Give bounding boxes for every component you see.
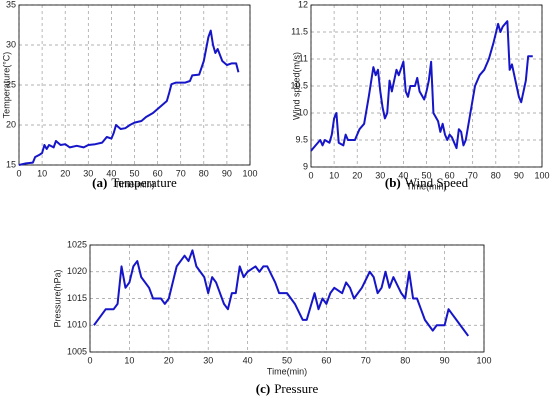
- caption-text: Wind Speed: [405, 175, 469, 190]
- y-tick-label: 30: [6, 39, 16, 49]
- caption: (c) Pressure: [256, 381, 319, 396]
- x-tick-label: 30: [83, 168, 93, 178]
- x-axis-label: Time(min): [114, 179, 154, 189]
- x-tick-label: 20: [352, 170, 362, 180]
- caption-text: Pressure: [274, 381, 318, 396]
- y-axis-label: Temperature(°C): [1, 52, 11, 119]
- x-tick-label: 40: [398, 170, 408, 180]
- caption: (a) Temperature: [92, 175, 177, 190]
- caption-label: (a): [92, 175, 107, 190]
- x-tick-label: 70: [176, 168, 186, 178]
- y-tick-label: 1020: [67, 266, 87, 276]
- x-tick-label: 90: [514, 170, 524, 180]
- x-tick-label: 50: [421, 170, 431, 180]
- plot-frame: [89, 244, 485, 353]
- x-tick-label: 80: [491, 170, 501, 180]
- caption-label: (c): [256, 381, 270, 396]
- caption-label: (b): [385, 175, 401, 190]
- data-line: [310, 20, 533, 152]
- data-line: [18, 29, 240, 166]
- x-tick-label: 60: [321, 355, 331, 365]
- y-tick-label: 10.5: [290, 80, 308, 90]
- y-tick-label: 15: [6, 159, 16, 169]
- x-tick-label: 40: [106, 168, 116, 178]
- y-tick-label: 11.5: [291, 26, 308, 36]
- data-line: [93, 249, 470, 337]
- x-tick-label: 10: [37, 168, 47, 178]
- y-tick-label: 1015: [67, 293, 87, 303]
- x-axis-label: Time(min): [267, 366, 307, 376]
- caption: (b) Wind Speed: [385, 175, 469, 190]
- x-tick-label: 90: [440, 355, 450, 365]
- x-axis-label: Time(min): [406, 181, 446, 191]
- y-tick-label: 25: [6, 79, 16, 89]
- y-tick-label: 9: [303, 161, 308, 171]
- plot-frame: [310, 4, 543, 168]
- x-tick-label: 50: [282, 355, 292, 365]
- x-tick-label: 20: [164, 355, 174, 365]
- x-tick-label: 0: [16, 168, 21, 178]
- x-tick-label: 60: [445, 170, 455, 180]
- x-tick-label: 80: [400, 355, 410, 365]
- x-tick-label: 50: [129, 168, 139, 178]
- x-tick-label: 20: [60, 168, 70, 178]
- x-tick-label: 100: [242, 168, 257, 178]
- x-tick-label: 80: [199, 168, 209, 178]
- y-tick-label: 1025: [67, 239, 87, 249]
- x-tick-label: 10: [329, 170, 339, 180]
- y-axis-label: Wind speed(m/s): [291, 52, 301, 120]
- x-tick-label: 10: [124, 355, 134, 365]
- x-tick-label: 100: [534, 170, 549, 180]
- y-tick-label: 12: [298, 0, 308, 9]
- x-tick-label: 30: [203, 355, 213, 365]
- y-tick-label: 1010: [67, 320, 87, 330]
- y-tick-label: 11: [299, 53, 308, 63]
- x-tick-label: 40: [243, 355, 253, 365]
- plot-frame: [18, 4, 251, 166]
- x-tick-label: 30: [375, 170, 385, 180]
- y-axis-label: Pressure(hPa): [52, 269, 62, 327]
- caption-text: Temperature: [111, 175, 177, 190]
- y-tick-label: 1005: [67, 346, 87, 356]
- x-tick-label: 70: [361, 355, 371, 365]
- y-tick-label: 10: [298, 107, 308, 117]
- x-tick-label: 90: [222, 168, 232, 178]
- y-tick-label: 20: [6, 119, 16, 129]
- y-tick-label: 35: [6, 0, 16, 9]
- y-tick-label: 9.5: [295, 134, 308, 144]
- x-tick-label: 100: [476, 355, 491, 365]
- x-tick-label: 0: [308, 170, 313, 180]
- x-tick-label: 60: [153, 168, 163, 178]
- x-tick-label: 0: [87, 355, 92, 365]
- x-tick-label: 70: [468, 170, 478, 180]
